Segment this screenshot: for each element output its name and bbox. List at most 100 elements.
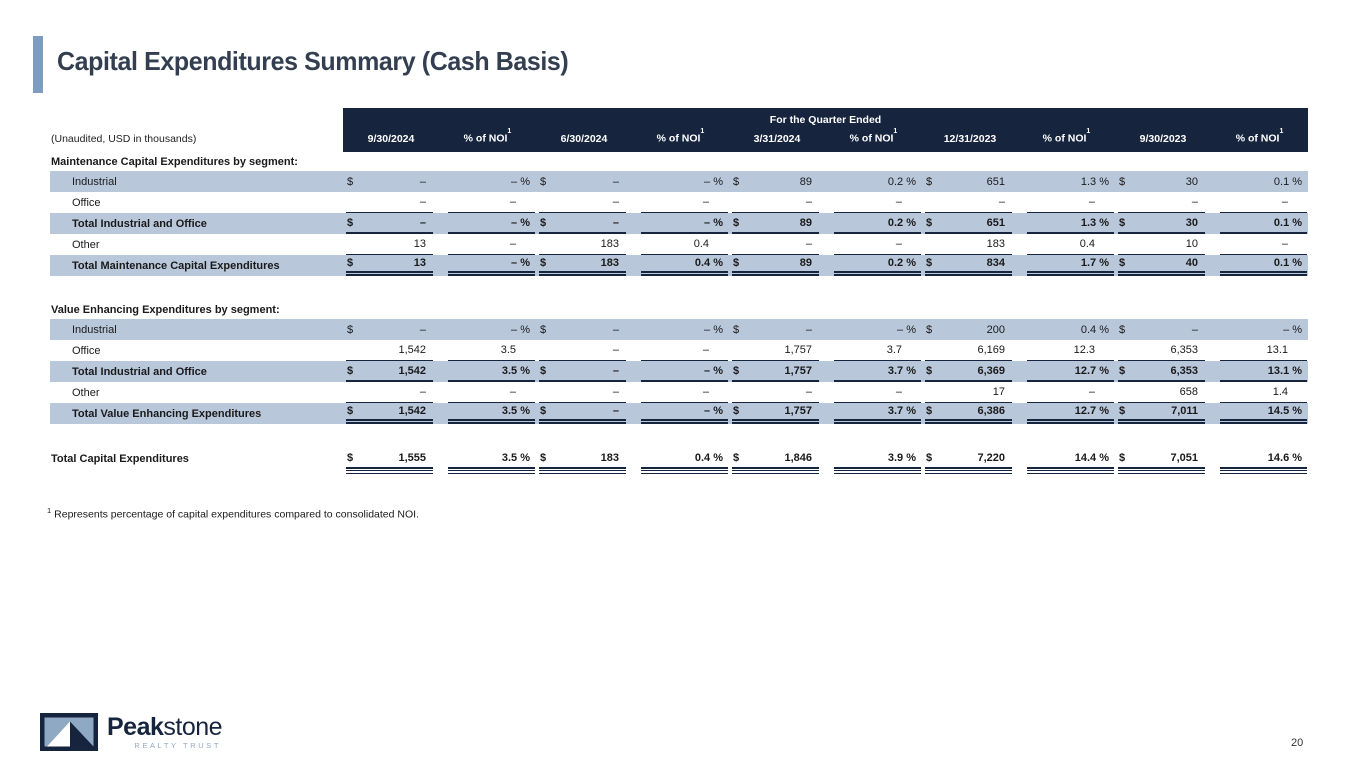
cell-pct-of-noi: – % <box>632 403 729 424</box>
table-row-office: Office 1,542 3.5 – – 1,757 3.7 6,169 12.3 6,353 13… <box>50 340 1308 361</box>
pct-value: 12.7 % <box>1074 364 1109 377</box>
pct-cell-content: 13.1 <box>1220 340 1308 361</box>
cell-amount: $183 <box>536 448 632 474</box>
cell-amount: $834 <box>922 255 1018 276</box>
cell-pct-of-noi: 3.7 % <box>825 361 922 382</box>
cell-pct-of-noi: 12.7 % <box>1018 361 1115 382</box>
amount-cell-content: $183 <box>539 448 626 474</box>
currency-symbol: $ <box>540 216 547 229</box>
cell-amount: 13 <box>343 234 439 255</box>
pct-value: – % <box>511 216 530 229</box>
row-label: Other <box>72 386 100 399</box>
pct-value: – % <box>1283 323 1303 336</box>
pct-value: – % <box>511 323 530 336</box>
amount-value: – <box>419 323 426 336</box>
cell-pct-of-noi: 3.5 <box>439 340 536 361</box>
amount-value: – <box>1191 323 1198 336</box>
cell-pct-of-noi: 0.2 % <box>825 171 922 192</box>
section-heading: Maintenance Capital Expenditures by segm… <box>51 156 298 168</box>
amount-cell-content: $200 <box>925 319 1012 340</box>
amount-cell-content: 10 <box>1118 234 1205 255</box>
pct-cell-content: – % <box>448 213 535 234</box>
pct-cell-content: – <box>641 192 728 213</box>
amount-cell-content: $1,757 <box>732 403 819 424</box>
amount-cell-content: – <box>1118 192 1205 213</box>
cell-amount: $ – <box>729 319 825 340</box>
cell-amount: $ – <box>343 171 439 192</box>
cell-pct-of-noi: 0.4 % <box>632 255 729 276</box>
pct-cell-content: – % <box>448 319 535 340</box>
cell-pct-of-noi: 12.3 <box>1018 340 1115 361</box>
pct-of-noi-label: % of NOI <box>1042 132 1087 145</box>
amount-cell-content: $6,386 <box>925 403 1012 424</box>
page-title: Capital Expenditures Summary (Cash Basis… <box>57 46 569 76</box>
pct-value: 13.1 <box>1266 344 1289 356</box>
amount-cell-content: $1,846 <box>732 448 819 474</box>
cell-pct-of-noi: – % <box>632 361 729 382</box>
currency-symbol: $ <box>1119 405 1126 417</box>
spacer-cell <box>50 276 1309 300</box>
cell-amount: $ – <box>343 213 439 234</box>
amount-value: – <box>1191 196 1198 208</box>
table-row-industrial: Industrial $ – – % $ – – % $89 0.2 % $651 1.3 % $30… <box>50 171 1309 192</box>
currency-symbol: $ <box>347 405 354 417</box>
cell-pct-of-noi: 13.1 % <box>1211 361 1309 382</box>
amount-value: 13 <box>413 257 426 269</box>
pct-cell-content: 3.7 % <box>834 361 921 382</box>
cell-pct-of-noi: 12.7 % <box>1018 403 1115 424</box>
currency-symbol: $ <box>540 364 547 377</box>
pct-cell-content: 13.1 % <box>1220 361 1308 382</box>
cell-amount: 183 <box>536 234 632 255</box>
amount-cell-content: $7,220 <box>925 448 1012 474</box>
amount-value: 13 <box>413 238 426 250</box>
pct-value: – <box>509 238 516 250</box>
amount-cell-content: $7,011 <box>1118 403 1205 424</box>
amount-value: – <box>805 323 812 336</box>
cell-amount: $30 <box>1115 213 1211 234</box>
currency-symbol: $ <box>540 405 547 417</box>
amount-cell-content: $7,051 <box>1118 448 1205 474</box>
amount-value: 1,542 <box>398 364 426 377</box>
cell-pct-of-noi: 0.4 % <box>1018 319 1115 340</box>
amount-value: – <box>612 196 619 208</box>
logo-wordmark: Peakstone <box>107 713 223 741</box>
cell-amount: – <box>729 192 825 213</box>
pct-value: – <box>895 386 902 398</box>
currency-symbol: $ <box>540 175 547 188</box>
row-label: Office <box>72 344 101 357</box>
pct-value: – <box>702 386 709 398</box>
currency-symbol: $ <box>540 257 547 269</box>
cell-amount: $7,051 <box>1115 448 1211 474</box>
cell-amount: $30 <box>1115 171 1211 192</box>
pct-value: – <box>702 196 709 208</box>
capex-table-body: Maintenance Capital Expenditures by segm… <box>50 152 1309 474</box>
cell-amount: $7,011 <box>1115 403 1211 424</box>
column-header-date: 9/30/2023 <box>1115 128 1211 152</box>
amount-cell-content: $ – <box>346 213 433 234</box>
cell-amount: $ – <box>343 319 439 340</box>
pct-value: 0.1 % <box>1273 216 1303 229</box>
amount-cell-content: $ – <box>346 171 433 192</box>
pct-cell-content: 0.1 % <box>1220 255 1308 276</box>
currency-symbol: $ <box>540 451 547 464</box>
amount-cell-content: $834 <box>925 255 1012 276</box>
pct-of-noi-label: % of NOI <box>849 132 894 145</box>
logo-wordmark-bold: Peak <box>107 713 164 741</box>
cell-amount: – <box>536 340 632 361</box>
pct-cell-content: 3.5 % <box>448 448 535 474</box>
amount-value: – <box>419 196 426 208</box>
amount-cell-content: 183 <box>539 234 626 255</box>
amount-cell-content: 6,169 <box>925 340 1012 361</box>
amount-value: 30 <box>1185 175 1198 188</box>
amount-value: – <box>805 386 812 398</box>
column-header-date: 3/31/2024 <box>729 128 825 152</box>
amount-value: 6,353 <box>1170 364 1198 377</box>
cell-pct-of-noi: – % <box>632 171 729 192</box>
section-heading-row: Value Enhancing Expenditures by segment: <box>50 300 1308 319</box>
cell-pct-of-noi: 3.5 % <box>439 361 536 382</box>
pct-value: – <box>702 344 709 356</box>
amount-cell-content: $89 <box>732 255 819 276</box>
pct-value: 0.2 % <box>887 216 916 229</box>
pct-value: 0.2 % <box>887 175 916 188</box>
pct-value: 0.4 % <box>1080 323 1109 336</box>
